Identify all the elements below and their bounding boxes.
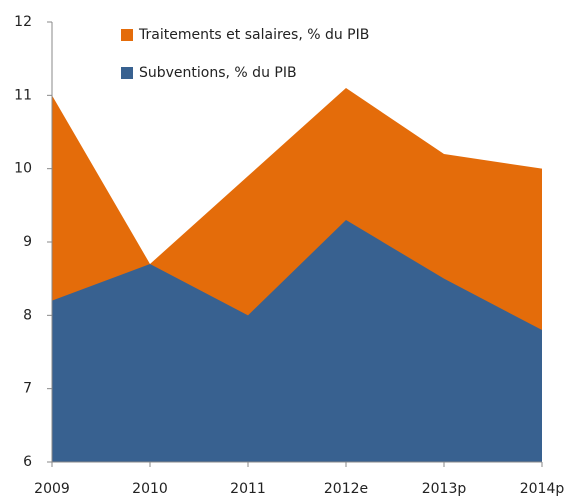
x-tick-label: 2012e [324,481,368,497]
y-tick-label: 12 [14,14,32,30]
legend-label: Subventions, % du PIB [139,65,297,81]
y-tick-label: 10 [14,161,32,177]
y-tick-label: 9 [23,234,32,250]
y-tick-label: 11 [14,87,32,103]
x-tick-label: 2009 [34,481,70,497]
plot-area [52,88,542,462]
legend-swatch [121,29,133,41]
x-tick-label: 2011 [230,481,266,497]
legend-swatch [121,67,133,79]
legend-label: Traitements et salaires, % du PIB [138,27,369,43]
x-tick-label: 2014p [520,481,565,497]
area [52,220,542,462]
y-tick-label: 7 [23,381,32,397]
x-tick-label: 2010 [132,481,168,497]
x-tick-label: 2013p [422,481,467,497]
y-tick-label: 8 [23,307,32,323]
y-tick-label: 6 [23,454,32,470]
